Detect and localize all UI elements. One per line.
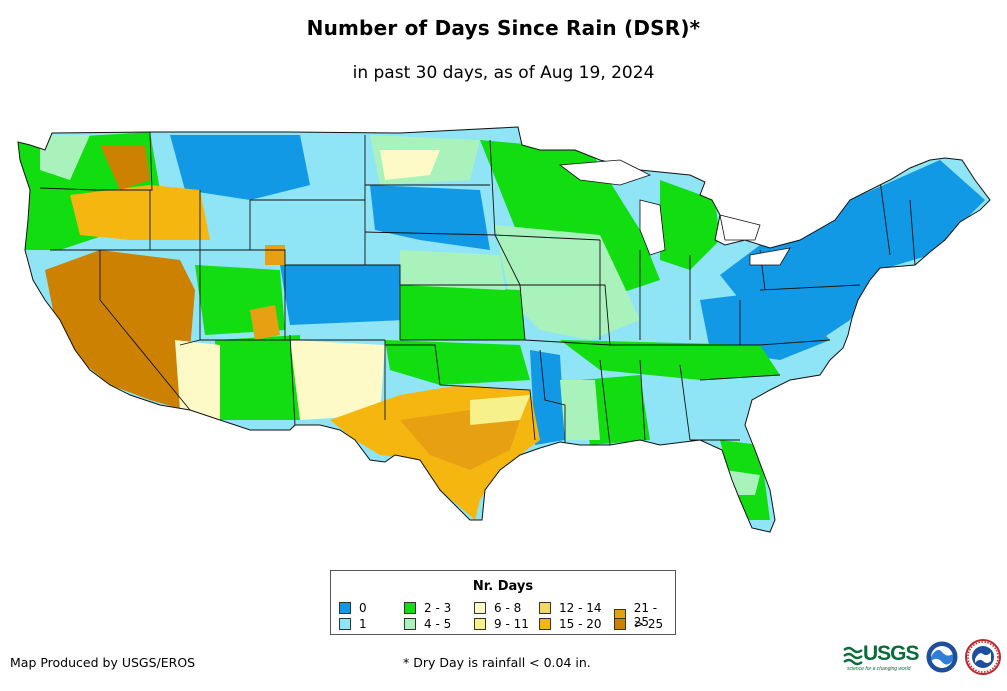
legend: Nr. Days 0 1 2 - 3 4 - 5 6 - 8 9 - 11 12 - 14 1… [330, 570, 676, 635]
region-blue-montana [170, 135, 310, 200]
usgs-tagline: science for a changing world [847, 666, 911, 672]
us-dsr-map [17, 126, 991, 533]
region-yellow-texas [470, 395, 530, 425]
legend-item: 12 - 14 [539, 601, 602, 615]
legend-item: > 25 [614, 617, 663, 631]
map-subtitle: in past 30 days, as of Aug 19, 2024 [352, 63, 655, 83]
legend-swatch [339, 618, 351, 630]
legend-swatch [474, 602, 486, 614]
region-orange-utah-spots [250, 245, 285, 340]
region-darkorange-idaho [100, 145, 150, 190]
legend-item: 6 - 8 [474, 601, 521, 615]
usgs-logo-icon [843, 646, 863, 666]
region-green-mi [660, 180, 720, 270]
region-lightgreen-iowa [495, 225, 640, 340]
region-green-mn [480, 140, 660, 300]
legend-swatch [614, 618, 626, 630]
legend-title: Nr. Days [472, 579, 534, 594]
region-blue-colorado [280, 265, 405, 325]
legend-label: 2 - 3 [424, 601, 452, 615]
great-lakes [558, 159, 791, 266]
legend-label: 4 - 5 [424, 617, 452, 631]
legend-item: 15 - 20 [539, 617, 602, 631]
region-yellow-newmexico [290, 340, 385, 420]
map-producer-credit: Map Produced by USGS/EROS [10, 655, 196, 670]
agency-logos: USGS science for a changing world [843, 638, 1003, 678]
usgs-logo-text: USGS [863, 642, 920, 665]
dry-day-footnote: * Dry Day is rainfall < 0.04 in. [403, 655, 591, 670]
state-borders [39, 131, 916, 446]
legend-item: 9 - 11 [474, 617, 529, 631]
region-green-kansas [400, 285, 525, 340]
legend-label: 21 - 25 [633, 601, 658, 629]
region-blue-northeast [720, 160, 985, 340]
legend-label: 12 - 14 [559, 601, 602, 615]
legend-label: 1 [359, 617, 367, 631]
region-yellow-arizona [175, 340, 220, 420]
legend-label: 0 [359, 601, 367, 615]
region-lightgreen-mississippi [560, 380, 600, 440]
legend-item: 2 - 3 [404, 601, 451, 615]
region-darkorange-california [45, 250, 195, 410]
legend-swatch [539, 618, 551, 630]
noaa-logo-icon [925, 640, 959, 674]
legend-item: 0 [339, 601, 367, 615]
legend-swatch [339, 602, 351, 614]
legend-item: 4 - 5 [404, 617, 451, 631]
region-green-tennessee [560, 340, 780, 380]
region-blue-louisiana [530, 350, 565, 445]
region-light-green-nw [40, 135, 90, 180]
region-orange-oregon [70, 185, 210, 240]
legend-swatch [404, 618, 416, 630]
legend-swatch [539, 602, 551, 614]
legend-label: > 25 [634, 617, 664, 631]
region-darkorange-texas [400, 410, 520, 470]
legend-label: 9 - 11 [494, 617, 529, 631]
legend-item: 21 - 25 [614, 601, 675, 629]
legend-swatch [404, 602, 416, 614]
legend-label: 15 - 20 [559, 617, 602, 631]
region-lightgreen-kansas [400, 250, 505, 290]
legend-item: 1 [339, 617, 367, 631]
region-yellow-dakota [380, 150, 440, 180]
us-outline [17, 126, 991, 533]
region-green-newmexico [215, 335, 300, 420]
legend-label: 6 - 8 [494, 601, 522, 615]
map-title: Number of Days Since Rain (DSR)* [306, 16, 701, 40]
region-green-oklahoma [385, 340, 530, 385]
legend-swatch [474, 618, 486, 630]
nws-logo-icon [965, 639, 1001, 675]
